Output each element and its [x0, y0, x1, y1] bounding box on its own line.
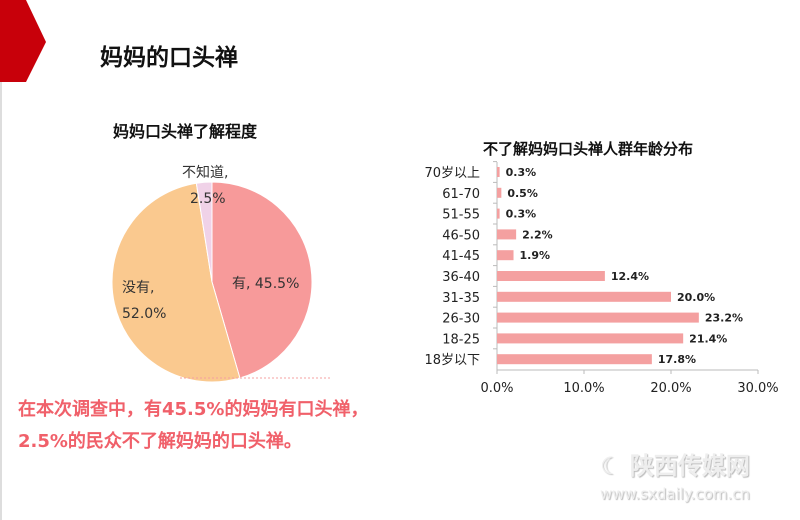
bar-category-label: 36-40	[442, 270, 480, 285]
watermark-logo: ☾ 陕西传媒网	[600, 452, 750, 480]
pie-slice-0	[211, 181, 313, 379]
pie-label: 2.5%	[190, 191, 226, 207]
x-tick-label: 30.0%	[737, 381, 778, 396]
watermark-name: 陕西传媒网	[629, 452, 750, 480]
left-divider	[0, 82, 2, 520]
bar-value-label: 23.2%	[705, 312, 743, 325]
bar-value-label: 20.0%	[677, 291, 715, 304]
bar-4	[497, 250, 514, 261]
bar-category-label: 51-55	[442, 208, 480, 223]
bar-category-label: 18-25	[442, 332, 480, 347]
bar-7	[497, 312, 699, 323]
watermark-url: www.sxdaily.com.cn	[600, 485, 750, 503]
bar-value-label: 0.3%	[506, 208, 537, 221]
bar-1	[497, 187, 502, 198]
pie-label: 没有,	[122, 280, 154, 296]
bar-value-label: 0.5%	[507, 187, 538, 200]
pie-title: 妈妈口头禅了解程度	[113, 122, 258, 141]
bar-value-label: 1.9%	[520, 249, 551, 262]
bar-3	[497, 229, 517, 240]
bar-category-label: 26-30	[442, 312, 480, 327]
bar-category-label: 41-45	[442, 249, 480, 264]
bar-category-label: 70岁以上	[424, 166, 480, 181]
pie-label: 52.0%	[122, 306, 166, 322]
x-tick-label: 20.0%	[650, 381, 691, 396]
bar-value-label: 17.8%	[658, 353, 696, 366]
bar-6	[497, 291, 671, 302]
x-tick-label: 0.0%	[480, 381, 513, 396]
bar-title: 不了解妈妈口头禅人群年龄分布	[483, 140, 694, 158]
bar-category-label: 31-35	[442, 291, 480, 306]
pie-label: 有, 45.5%	[232, 276, 299, 292]
page-title: 妈妈的口头禅	[100, 45, 238, 71]
conclusion-text: 在本次调查中，有45.5%的妈妈有口头禅，2.5%的民众不了解妈妈的口头禅。	[18, 399, 369, 452]
bar-category-label: 46-50	[442, 228, 480, 243]
red-corner-shape	[0, 0, 46, 82]
pie-slice-1	[111, 182, 241, 383]
bar-value-label: 21.4%	[689, 332, 727, 345]
bar-category-label: 18岁以下	[424, 353, 480, 368]
bar-value-label: 2.2%	[522, 228, 553, 241]
pie-label: 不知道,	[182, 164, 228, 181]
bar-2	[497, 208, 500, 219]
bar-8	[497, 333, 684, 344]
pie-slice-2	[195, 181, 213, 283]
bar-category-label: 61-70	[442, 187, 480, 202]
x-tick-label: 10.0%	[563, 381, 604, 396]
bar-value-label: 12.4%	[611, 270, 649, 283]
bar-value-label: 0.3%	[506, 166, 537, 179]
bar-9	[497, 354, 652, 365]
bar-5	[497, 271, 605, 281]
bar-0	[497, 167, 500, 177]
